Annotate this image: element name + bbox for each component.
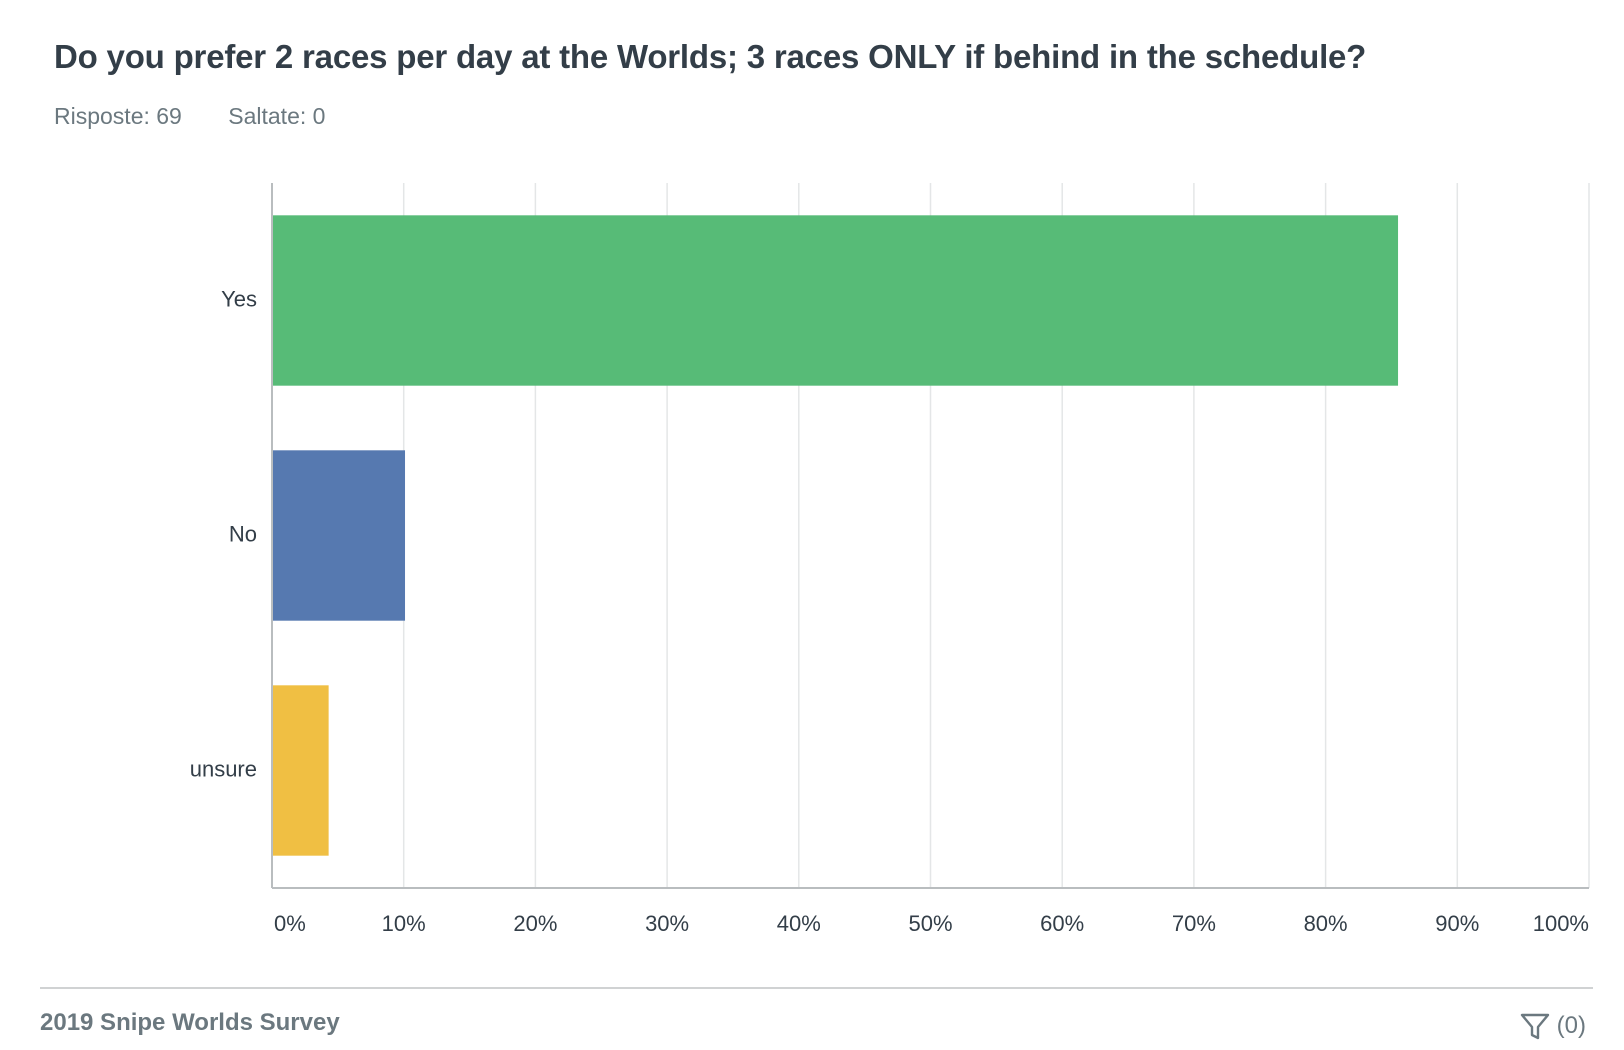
- x-tick-label: 70%: [1172, 911, 1216, 936]
- footer-divider: [40, 987, 1593, 989]
- x-tick-label: 10%: [382, 911, 426, 936]
- filter-icon: [1519, 1010, 1551, 1042]
- category-label: Yes: [221, 286, 257, 311]
- bar-unsure: [272, 685, 329, 856]
- x-tick-labels: 0% 10% 20% 30% 40% 50% 60% 70% 80% 90% 100%: [274, 911, 1589, 936]
- x-tick-label: 20%: [513, 911, 557, 936]
- question-title: Do you prefer 2 races per day at the Wor…: [54, 38, 1367, 75]
- bars: [272, 215, 1399, 856]
- x-tick-label: 40%: [777, 911, 821, 936]
- x-tick-label: 0%: [274, 911, 306, 936]
- x-tick-label: 50%: [908, 911, 952, 936]
- bar-chart: Yes No unsure 0% 10% 20% 30% 40% 50% 60% 70% 80% 90…: [190, 183, 1590, 936]
- x-tick-label: 60%: [1040, 911, 1084, 936]
- axes: [271, 183, 1589, 889]
- category-label: No: [229, 521, 257, 546]
- x-tick-label: 90%: [1435, 911, 1479, 936]
- filter-button[interactable]: (0): [1519, 1008, 1586, 1044]
- filter-count: (0): [1556, 1012, 1586, 1039]
- bar-yes: [272, 215, 1399, 386]
- responses-count: Risposte: 69: [54, 103, 182, 129]
- x-tick-label: 80%: [1304, 911, 1348, 936]
- skipped-count: Saltate: 0: [228, 103, 326, 129]
- response-stats: Risposte: 69 Saltate: 0: [54, 103, 325, 130]
- survey-name: 2019 Snipe Worlds Survey: [40, 1009, 340, 1036]
- bar-no: [272, 450, 406, 621]
- category-label: unsure: [190, 756, 257, 781]
- x-tick-label: 100%: [1533, 911, 1589, 936]
- category-labels: Yes No unsure: [190, 286, 257, 781]
- x-tick-label: 30%: [645, 911, 689, 936]
